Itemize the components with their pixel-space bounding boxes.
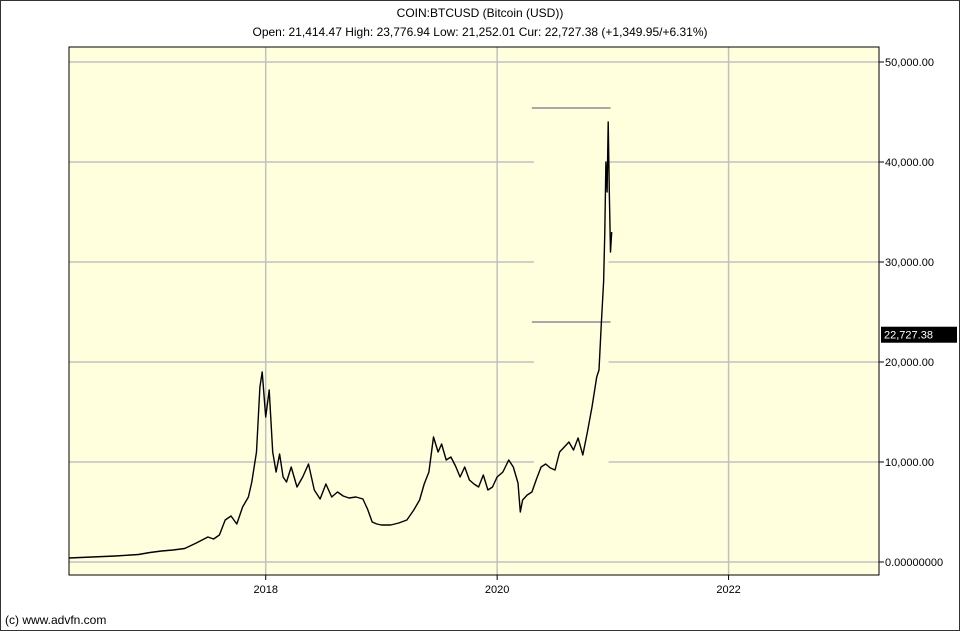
y-tick-label: 30,000.00 — [885, 257, 934, 269]
x-tick-label: 2020 — [485, 584, 509, 596]
plot-area — [69, 47, 879, 575]
series-line-btcusd — [68, 121, 613, 559]
annotation-lines — [531, 107, 611, 464]
y-tick-label: 10,000.00 — [885, 457, 934, 469]
grid-lines — [69, 47, 879, 575]
current-value-label: 22,727.38 — [884, 330, 933, 342]
price-summary: Open: 21,414.47 High: 23,776.94 Low: 21,… — [252, 25, 708, 39]
y-tick-label: 50,000.00 — [885, 57, 934, 69]
y-axis: 0.00000000 10,000.00 20,000.00 30,000.00 40,… — [879, 57, 943, 569]
y-tick-label: 0.00000000 — [885, 557, 943, 569]
y-tick-label: 40,000.00 — [885, 157, 934, 169]
y-tick-label: 20,000.00 — [885, 357, 934, 369]
current-value-marker: 22,727.38 — [881, 326, 957, 343]
x-tick-label: 2018 — [253, 584, 277, 596]
plot-border — [68, 46, 880, 576]
x-axis: 2018 2020 2022 — [253, 575, 741, 596]
chart-title: COIN:BTCUSD (Bitcoin (USD)) — [396, 6, 564, 20]
current-value-box — [881, 326, 957, 343]
x-tick-label: 2022 — [716, 584, 740, 596]
copyright-text: (c) www.advfn.com — [5, 613, 107, 627]
